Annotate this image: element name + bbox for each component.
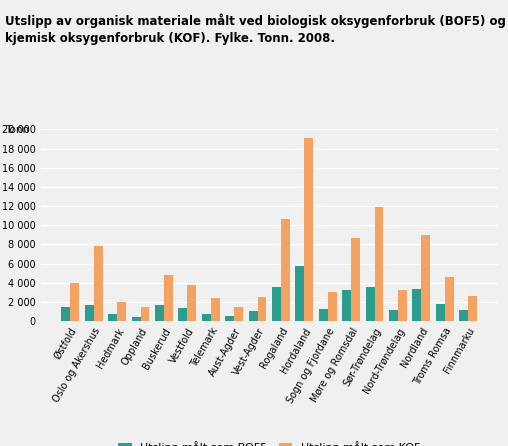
Bar bbox=[389, 310, 398, 321]
Bar bbox=[85, 306, 93, 321]
Bar bbox=[459, 310, 468, 321]
Bar bbox=[421, 235, 430, 321]
Bar bbox=[412, 289, 421, 321]
Bar bbox=[61, 307, 70, 321]
Bar bbox=[342, 290, 351, 321]
Text: Utslipp av organisk materiale målt ved biologisk oksygenforbruk (BOF5) og
kjemis: Utslipp av organisk materiale målt ved b… bbox=[5, 13, 506, 45]
Bar bbox=[281, 219, 290, 321]
Text: Tonn: Tonn bbox=[5, 125, 29, 135]
Bar bbox=[398, 290, 407, 321]
Bar bbox=[468, 296, 477, 321]
Bar bbox=[304, 138, 313, 321]
Bar bbox=[366, 287, 374, 321]
Bar bbox=[445, 277, 454, 321]
Bar bbox=[436, 304, 445, 321]
Bar bbox=[296, 266, 304, 321]
Bar bbox=[374, 207, 384, 321]
Bar bbox=[187, 285, 196, 321]
Bar bbox=[319, 309, 328, 321]
Bar bbox=[178, 308, 187, 321]
Bar bbox=[164, 275, 173, 321]
Bar bbox=[70, 283, 79, 321]
Bar bbox=[351, 238, 360, 321]
Bar bbox=[132, 317, 141, 321]
Bar bbox=[93, 246, 103, 321]
Bar bbox=[108, 314, 117, 321]
Bar bbox=[258, 297, 266, 321]
Bar bbox=[141, 307, 149, 321]
Bar bbox=[272, 287, 281, 321]
Bar bbox=[248, 311, 258, 321]
Bar bbox=[155, 306, 164, 321]
Bar bbox=[328, 292, 337, 321]
Bar bbox=[202, 314, 211, 321]
Bar bbox=[117, 302, 126, 321]
Legend: Utslipp målt som BOF5, Utslipp målt som KOF: Utslipp målt som BOF5, Utslipp målt som … bbox=[115, 438, 424, 446]
Bar bbox=[225, 316, 234, 321]
Bar bbox=[211, 298, 219, 321]
Bar bbox=[234, 306, 243, 321]
